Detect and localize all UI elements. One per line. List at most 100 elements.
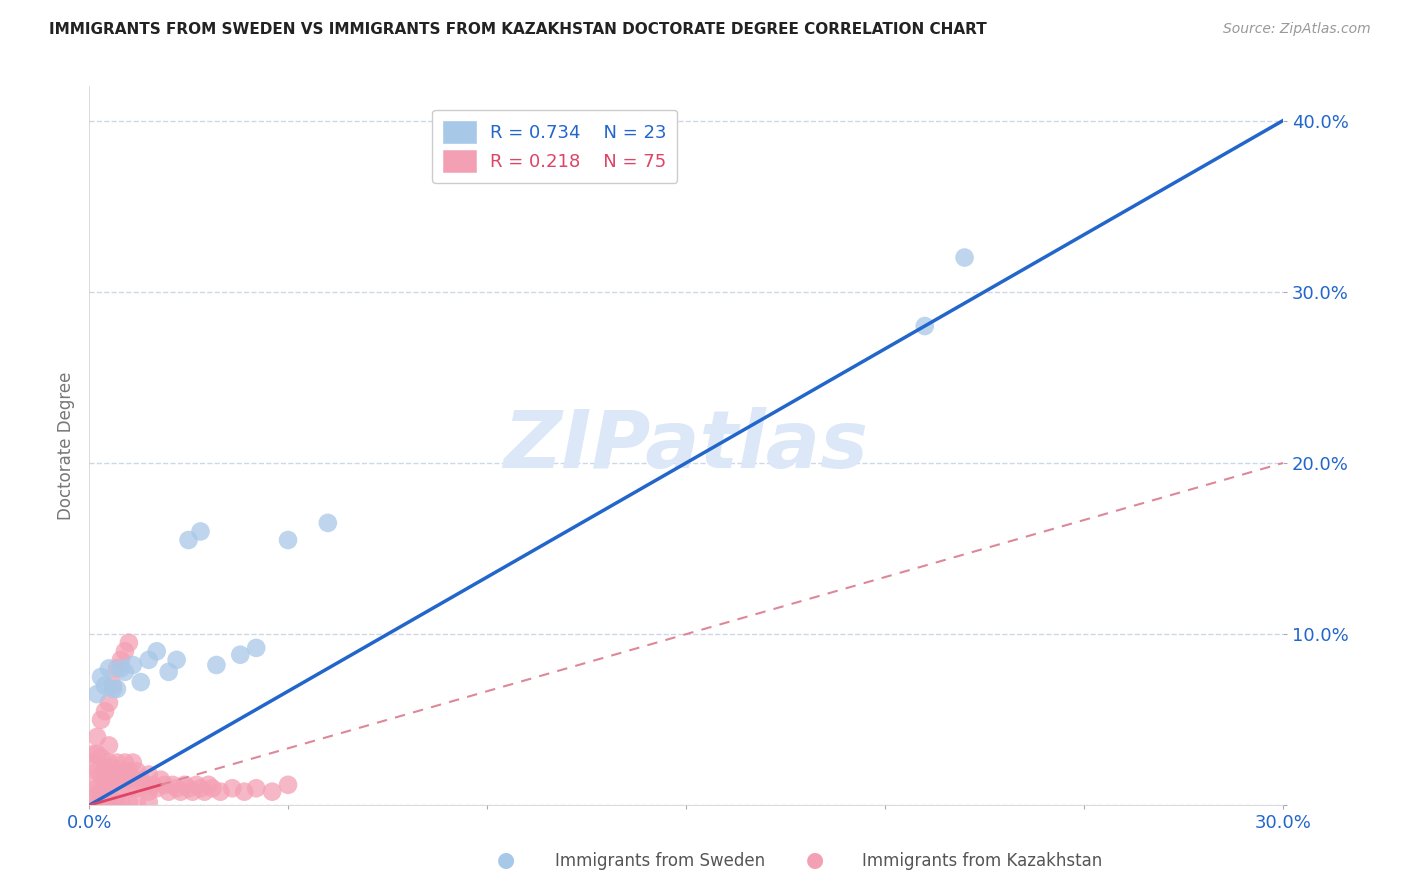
Point [186,778,208,792]
Point [118,795,141,809]
Point [94,704,117,718]
Point [138,785,160,799]
Point [177,533,200,547]
Point [110,661,132,675]
Point [221,781,243,796]
Text: Immigrants from Sweden: Immigrants from Sweden [555,852,765,870]
Text: ●: ● [498,850,515,870]
Point [105,681,128,696]
Point [90,713,112,727]
Point [110,795,132,809]
Point [157,665,180,679]
Point [190,524,212,539]
Point [229,648,252,662]
Point [82,747,104,761]
Point [86,764,108,778]
Point [118,764,141,778]
Point [90,670,112,684]
Point [105,795,128,809]
Point [121,658,143,673]
Point [101,679,124,693]
Point [90,789,112,804]
Point [110,781,132,796]
Point [190,781,212,796]
Point [86,789,108,804]
Point [125,764,148,778]
Point [82,756,104,770]
Text: ●: ● [807,850,824,870]
Point [145,644,167,658]
Point [118,636,141,650]
Point [138,795,160,809]
Point [82,772,104,787]
Point [98,696,121,710]
Point [205,658,228,673]
Point [105,772,128,787]
Point [101,778,124,792]
Point [177,781,200,796]
Point [86,730,108,744]
Point [114,665,136,679]
Point [277,778,299,792]
Legend: R = 0.734    N = 23, R = 0.218    N = 75: R = 0.734 N = 23, R = 0.218 N = 75 [433,110,678,183]
Point [149,772,172,787]
Point [121,772,143,787]
Point [121,756,143,770]
Point [138,653,160,667]
Point [94,761,117,775]
Y-axis label: Doctorate Degree: Doctorate Degree [58,372,75,520]
Point [105,756,128,770]
Point [125,795,148,809]
Point [153,778,176,792]
Text: ZIPatlas: ZIPatlas [503,407,869,485]
Point [90,767,112,781]
Point [181,785,204,799]
Point [90,785,112,799]
Point [162,778,184,792]
Point [114,756,136,770]
Point [245,640,267,655]
Point [98,795,121,809]
Point [173,778,195,792]
Text: Immigrants from Kazakhstan: Immigrants from Kazakhstan [862,852,1102,870]
Point [114,772,136,787]
Point [166,781,188,796]
Point [166,653,188,667]
Point [953,251,976,265]
Point [101,761,124,775]
Point [193,785,215,799]
Point [197,778,219,792]
Point [94,679,117,693]
Point [98,739,121,753]
Point [138,767,160,781]
Point [90,789,112,804]
Point [98,756,121,770]
Point [169,785,191,799]
Point [201,781,224,796]
Point [145,781,167,796]
Point [101,795,124,809]
Point [98,661,121,675]
Point [209,785,232,799]
Point [86,781,108,796]
Point [129,772,152,787]
Point [90,750,112,764]
Point [277,533,299,547]
Point [914,319,936,334]
Text: IMMIGRANTS FROM SWEDEN VS IMMIGRANTS FROM KAZAKHSTAN DOCTORATE DEGREE CORRELATIO: IMMIGRANTS FROM SWEDEN VS IMMIGRANTS FRO… [49,22,987,37]
Point [245,781,267,796]
Point [233,785,256,799]
Point [110,653,132,667]
Point [86,687,108,701]
Point [142,778,165,792]
Point [94,778,117,792]
Point [110,764,132,778]
Point [125,781,148,796]
Point [262,785,284,799]
Point [98,772,121,787]
Point [86,747,108,761]
Point [129,675,152,690]
Point [118,781,141,796]
Text: Source: ZipAtlas.com: Source: ZipAtlas.com [1223,22,1371,37]
Point [94,789,117,804]
